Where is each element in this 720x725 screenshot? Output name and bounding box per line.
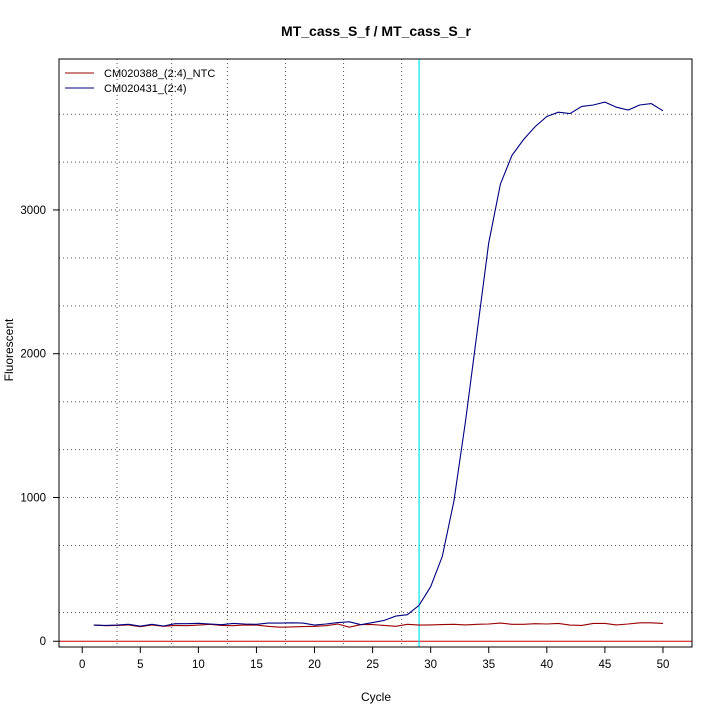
x-tick-label: 10 bbox=[192, 659, 205, 671]
series-layer bbox=[93, 101, 664, 628]
x-tick-label: 50 bbox=[657, 659, 670, 671]
x-tick-label: 0 bbox=[79, 659, 85, 671]
x-tick-label: 35 bbox=[482, 659, 495, 671]
plot-frame bbox=[58, 58, 693, 648]
x-tick-label: 40 bbox=[540, 659, 553, 671]
legend: CM020388_(2:4)_NTC CM020431_(2:4) bbox=[65, 68, 215, 95]
x-tick-label: 45 bbox=[598, 659, 611, 671]
x-tick-label: 20 bbox=[308, 659, 321, 671]
x-tick-label: 30 bbox=[424, 659, 437, 671]
x-tick-label: 25 bbox=[366, 659, 379, 671]
axis-layer: 0 5 10 15 20 25 30 35 40 45 50 0 1000 2000 3000 bbox=[20, 205, 669, 671]
y-axis-label: Fluorescent bbox=[2, 318, 16, 381]
y-tick-label: 2000 bbox=[20, 349, 46, 361]
grid-layer bbox=[59, 59, 692, 647]
y-tick-label: 0 bbox=[40, 636, 46, 648]
chart-title: MT_cass_S_f / MT_cass_S_r bbox=[281, 23, 471, 39]
legend-label: CM020431_(2:4) bbox=[104, 83, 187, 95]
x-tick-label: 15 bbox=[250, 659, 263, 671]
series-line bbox=[93, 101, 664, 627]
reference-lines bbox=[59, 59, 692, 647]
x-axis-label: Cycle bbox=[361, 690, 391, 704]
series-line bbox=[93, 622, 664, 628]
x-tick-label: 5 bbox=[137, 659, 143, 671]
y-tick-label: 1000 bbox=[20, 492, 46, 504]
y-tick-label: 3000 bbox=[20, 205, 46, 217]
legend-label: CM020388_(2:4)_NTC bbox=[104, 68, 215, 80]
